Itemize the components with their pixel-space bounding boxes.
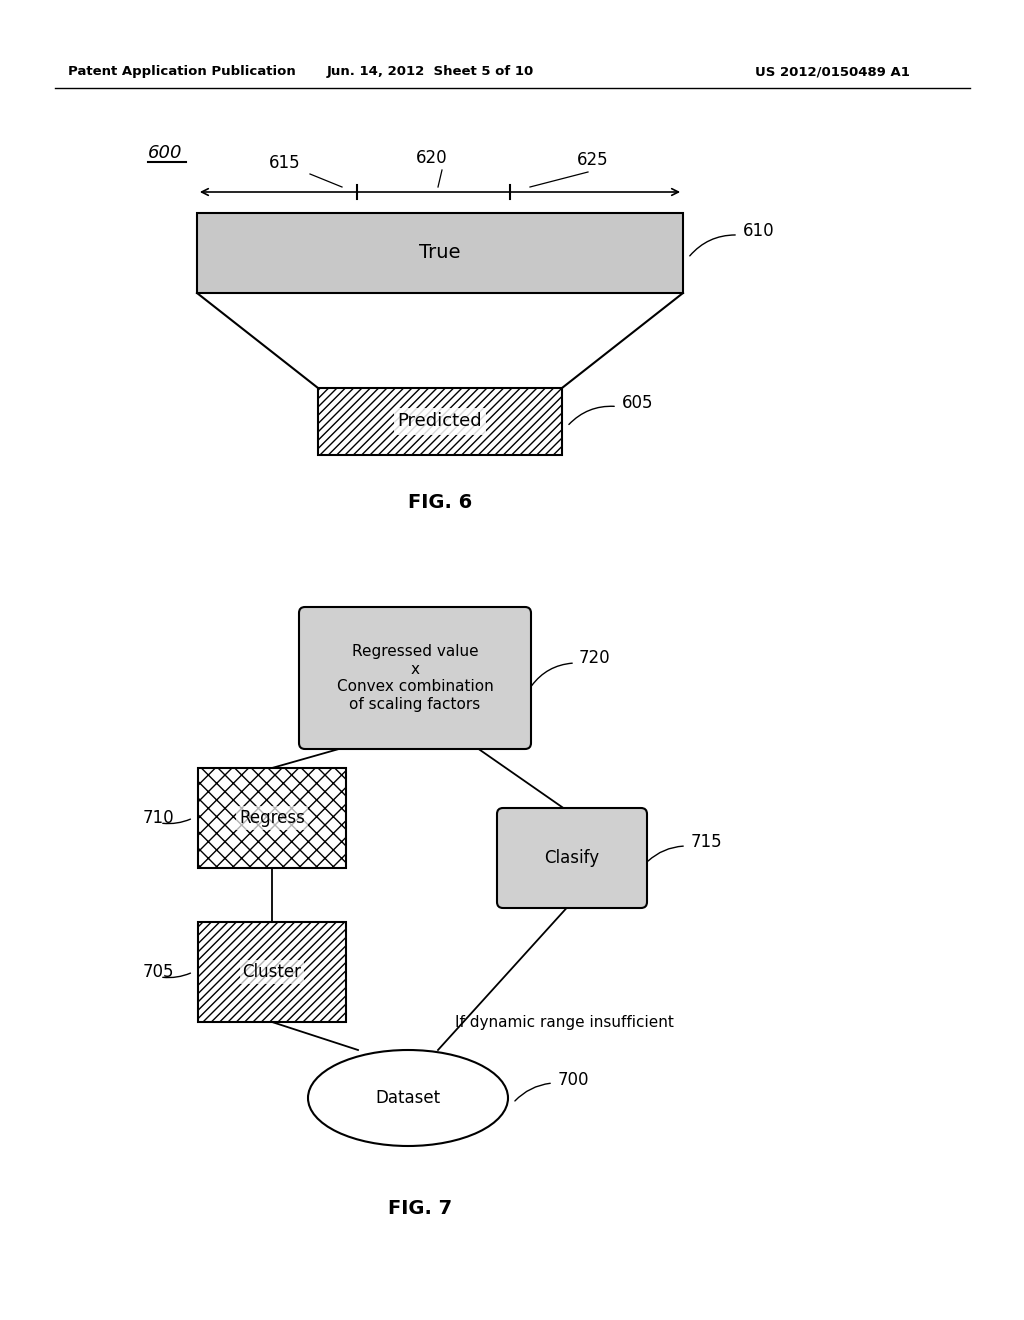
Text: Regress: Regress (239, 809, 305, 828)
Text: 625: 625 (578, 150, 609, 169)
Text: 700: 700 (558, 1071, 590, 1089)
Text: If dynamic range insufficient: If dynamic range insufficient (455, 1015, 674, 1031)
FancyBboxPatch shape (497, 808, 647, 908)
Text: 715: 715 (691, 833, 723, 851)
Text: 720: 720 (579, 649, 610, 667)
Text: 610: 610 (743, 222, 774, 240)
Text: Jun. 14, 2012  Sheet 5 of 10: Jun. 14, 2012 Sheet 5 of 10 (327, 66, 534, 78)
Text: Dataset: Dataset (376, 1089, 440, 1107)
Text: Clasify: Clasify (545, 849, 600, 867)
Text: 605: 605 (622, 395, 653, 412)
Text: 615: 615 (269, 154, 301, 172)
Text: Cluster: Cluster (243, 964, 301, 981)
Text: Predicted: Predicted (397, 412, 482, 430)
Text: Patent Application Publication: Patent Application Publication (68, 66, 296, 78)
Text: 600: 600 (148, 144, 182, 162)
Bar (198, 768, 346, 869)
Text: 710: 710 (143, 809, 175, 828)
Text: 705: 705 (143, 964, 174, 981)
Text: Regressed value
x
Convex combination
of scaling factors: Regressed value x Convex combination of … (337, 644, 494, 711)
Bar (197, 213, 683, 293)
Text: FIG. 6: FIG. 6 (408, 494, 472, 512)
Text: FIG. 7: FIG. 7 (388, 1199, 452, 1217)
Bar (198, 921, 346, 1022)
Bar (318, 388, 562, 455)
Text: US 2012/0150489 A1: US 2012/0150489 A1 (755, 66, 910, 78)
Text: True: True (419, 243, 461, 263)
Ellipse shape (308, 1049, 508, 1146)
Text: 620: 620 (416, 149, 447, 168)
FancyBboxPatch shape (299, 607, 531, 748)
